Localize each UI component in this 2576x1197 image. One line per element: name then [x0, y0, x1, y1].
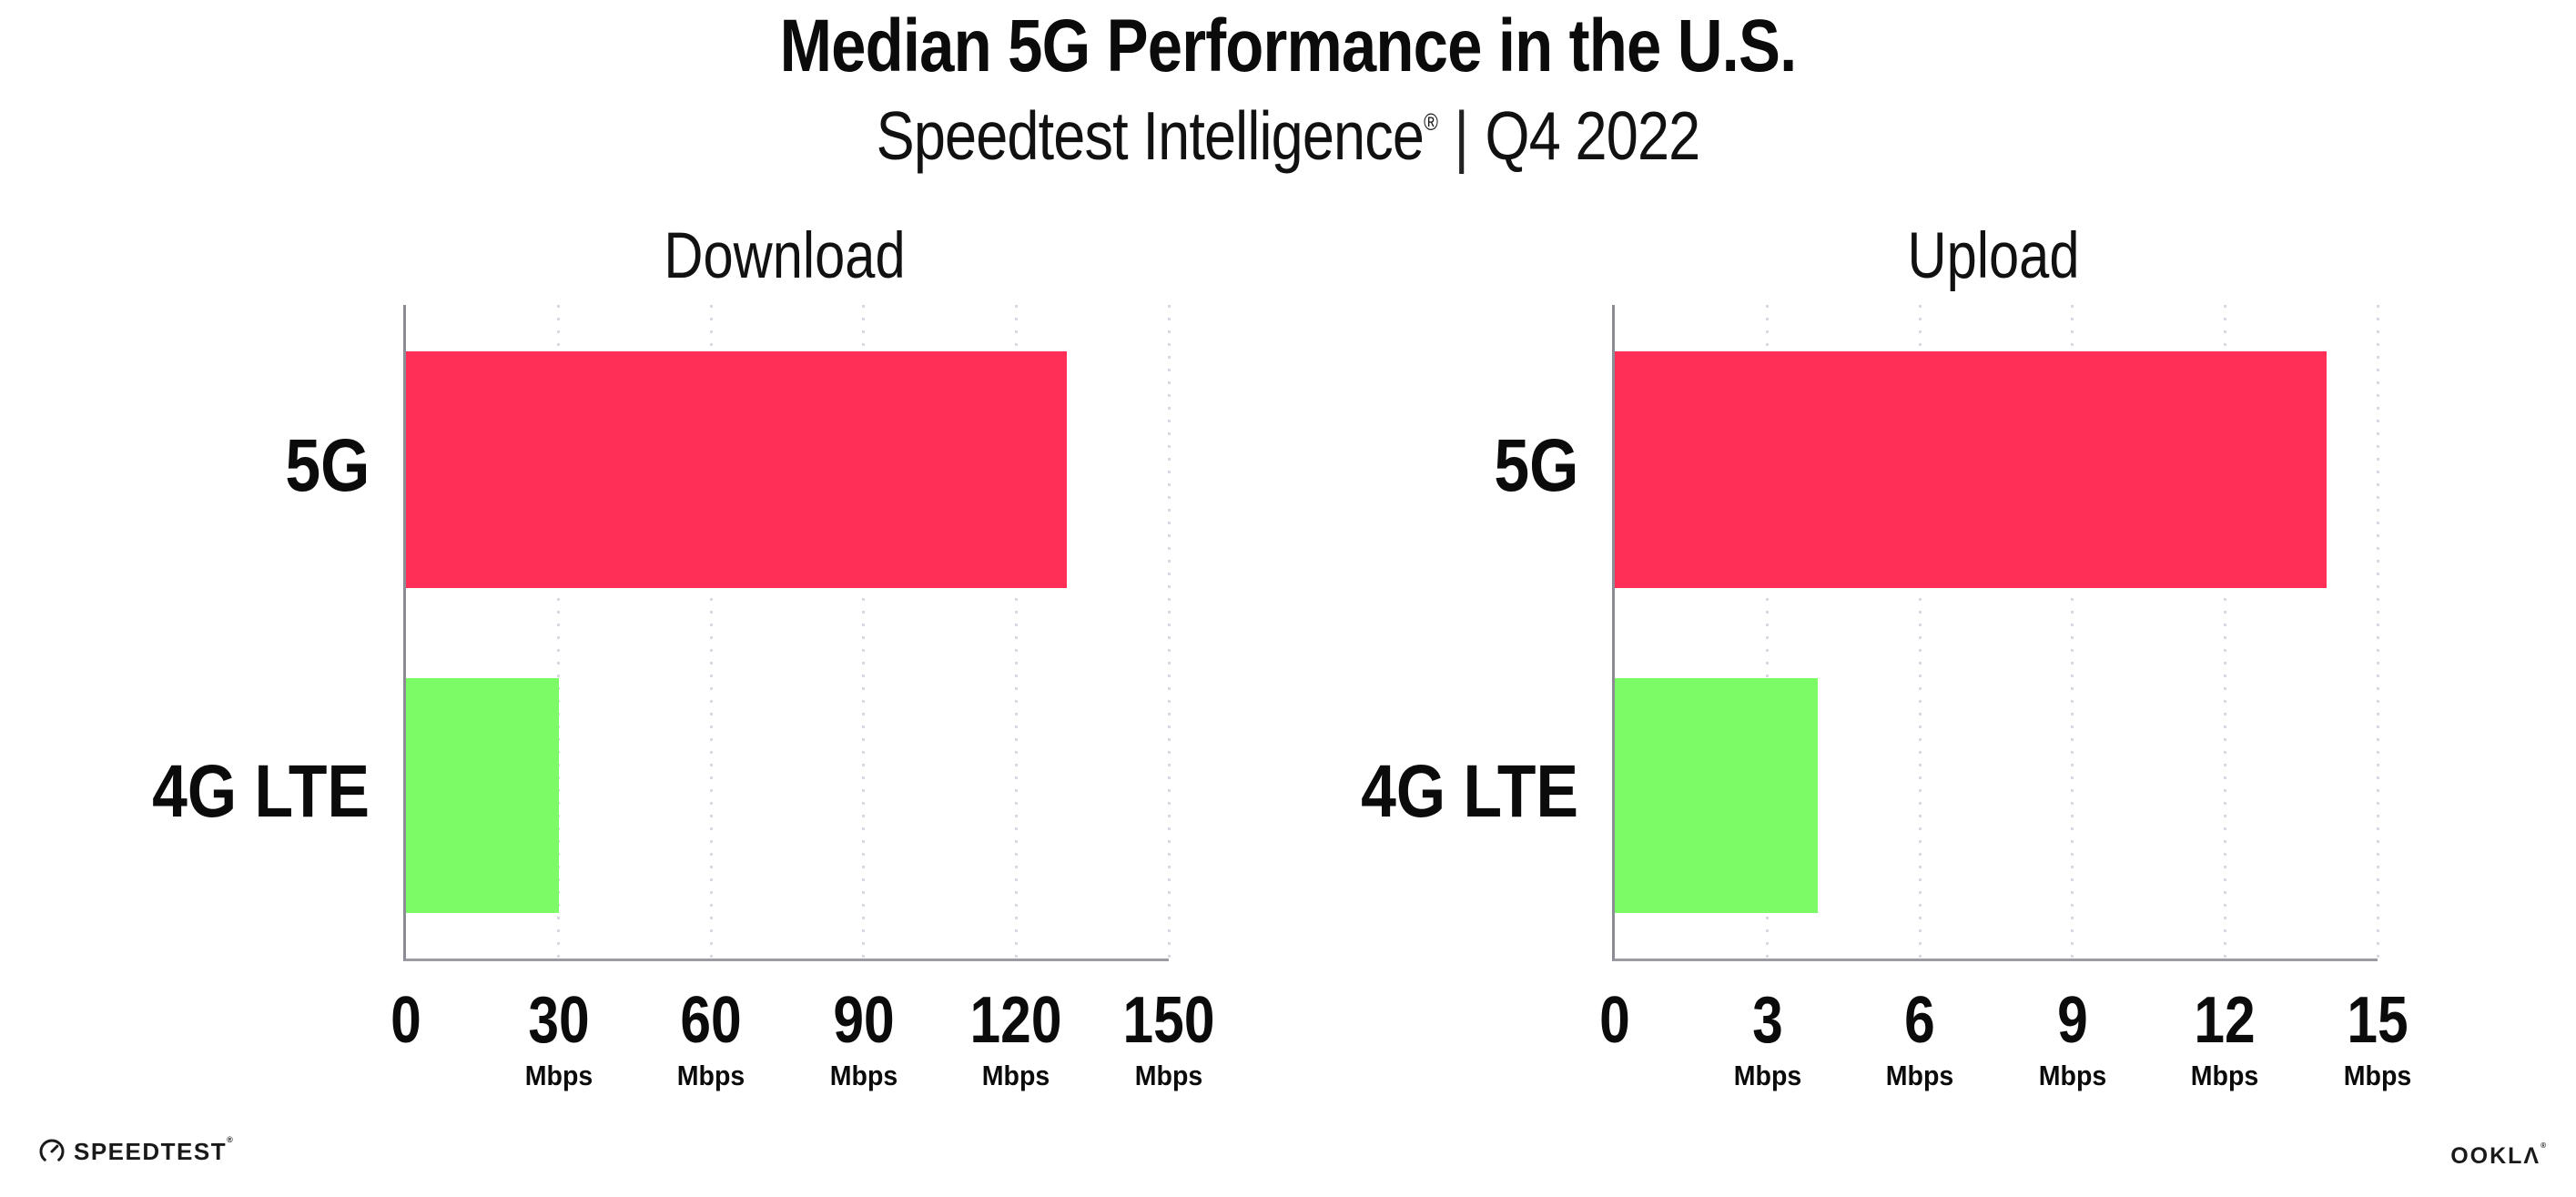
x-axis-tick: 120 Mbps — [961, 988, 1070, 1090]
category-label: 4G LTE — [1361, 750, 1578, 833]
bar-5g — [406, 351, 1068, 588]
speedtest-registered-symbol: ® — [227, 1135, 233, 1144]
gridline — [862, 305, 866, 960]
x-axis-tick: 12 Mbps — [2188, 988, 2262, 1090]
x-axis-tick: 90 Mbps — [827, 988, 900, 1090]
tick-unit-label: Mbps — [982, 1060, 1050, 1091]
tick-unit-label: Mbps — [2191, 1060, 2259, 1091]
tick-unit-label: Mbps — [2343, 1060, 2412, 1091]
x-axis-tick: 0 — [1597, 988, 1633, 1053]
ookla-wordmark: OOKLΛ — [2450, 1143, 2541, 1169]
x-axis-tick: 150 Mbps — [1114, 988, 1223, 1090]
gridline — [709, 305, 713, 960]
x-axis-tick: 9 Mbps — [2035, 988, 2109, 1090]
bar-4g-lte — [406, 678, 559, 913]
x-axis-tick: 0 — [388, 988, 424, 1053]
bar-4g-lte — [1615, 678, 1819, 913]
tick-value: 3 — [1751, 984, 1783, 1057]
speedometer-gauge-icon — [39, 1139, 65, 1161]
tick-value: 150 — [1122, 984, 1215, 1057]
tick-value: 9 — [2056, 984, 2088, 1057]
registered-trademark-symbol: ® — [1424, 110, 1438, 136]
tick-value: 0 — [1599, 984, 1630, 1057]
category-label: 4G LTE — [152, 750, 370, 833]
bar-5g — [1615, 351, 2328, 588]
tick-value: 15 — [2347, 984, 2409, 1057]
tick-value: 90 — [833, 984, 895, 1057]
tick-unit-label: Mbps — [2038, 1060, 2107, 1091]
category-label: 5G — [285, 424, 370, 507]
page-subtitle: Speedtest Intelligence® | Q4 2022 — [206, 100, 2369, 172]
upload-plot-area: 0 3 Mbps 6 Mbps 9 Mbps 12 Mbps 15 Mbps 5G 4G LTE — [1361, 305, 2411, 1090]
tick-value: 30 — [527, 984, 590, 1057]
upload-chart-title: Upload — [1907, 220, 2080, 292]
speedtest-label: SPEEDTEST — [74, 1138, 228, 1165]
tick-value: 60 — [680, 984, 742, 1057]
speedtest-logo: SPEEDTEST® — [38, 1136, 233, 1165]
gridline — [2071, 305, 2074, 960]
gridline — [2223, 305, 2226, 960]
subtitle-separator: | — [1454, 97, 1469, 174]
tick-unit-label: Mbps — [676, 1060, 745, 1091]
tick-value: 0 — [390, 984, 421, 1057]
download-plot-area: 0 30 Mbps 60 Mbps 90 Mbps 120 Mbps 150 Mbps 5G 4G LT… — [152, 305, 1214, 1090]
gridline — [1766, 305, 1770, 960]
tick-value: 6 — [1904, 984, 1936, 1057]
gridline — [1014, 305, 1018, 960]
x-axis-tick: 30 Mbps — [522, 988, 595, 1090]
subtitle-period: Q4 2022 — [1485, 97, 1701, 174]
tick-unit-label: Mbps — [524, 1060, 593, 1091]
tick-unit-label: Mbps — [829, 1060, 898, 1091]
tick-value: 120 — [969, 984, 1062, 1057]
download-chart-title: Download — [664, 220, 906, 292]
ookla-logo: OOKLΛ® — [2450, 1142, 2546, 1169]
x-axis-tick: 60 Mbps — [674, 988, 748, 1090]
tick-unit-label: Mbps — [1885, 1060, 1954, 1091]
gridline — [2376, 305, 2379, 960]
subtitle-brand: Speedtest Intelligence — [876, 97, 1425, 174]
tick-value: 12 — [2194, 984, 2257, 1057]
ookla-registered-symbol: ® — [2541, 1141, 2546, 1150]
tick-unit-label: Mbps — [1134, 1060, 1203, 1091]
x-axis-tick: 6 Mbps — [1883, 988, 1957, 1090]
page-title: Median 5G Performance in the U.S. — [779, 5, 1798, 87]
x-axis-tick: 3 Mbps — [1730, 988, 1804, 1090]
x-axis-tick: 15 Mbps — [2341, 988, 2415, 1090]
gridline — [1167, 305, 1171, 960]
tick-unit-label: Mbps — [1733, 1060, 1801, 1091]
gridline — [1918, 305, 1922, 960]
category-label: 5G — [1494, 424, 1578, 507]
gridline — [557, 305, 561, 960]
speedtest-wordmark: SPEEDTEST® — [74, 1136, 233, 1165]
